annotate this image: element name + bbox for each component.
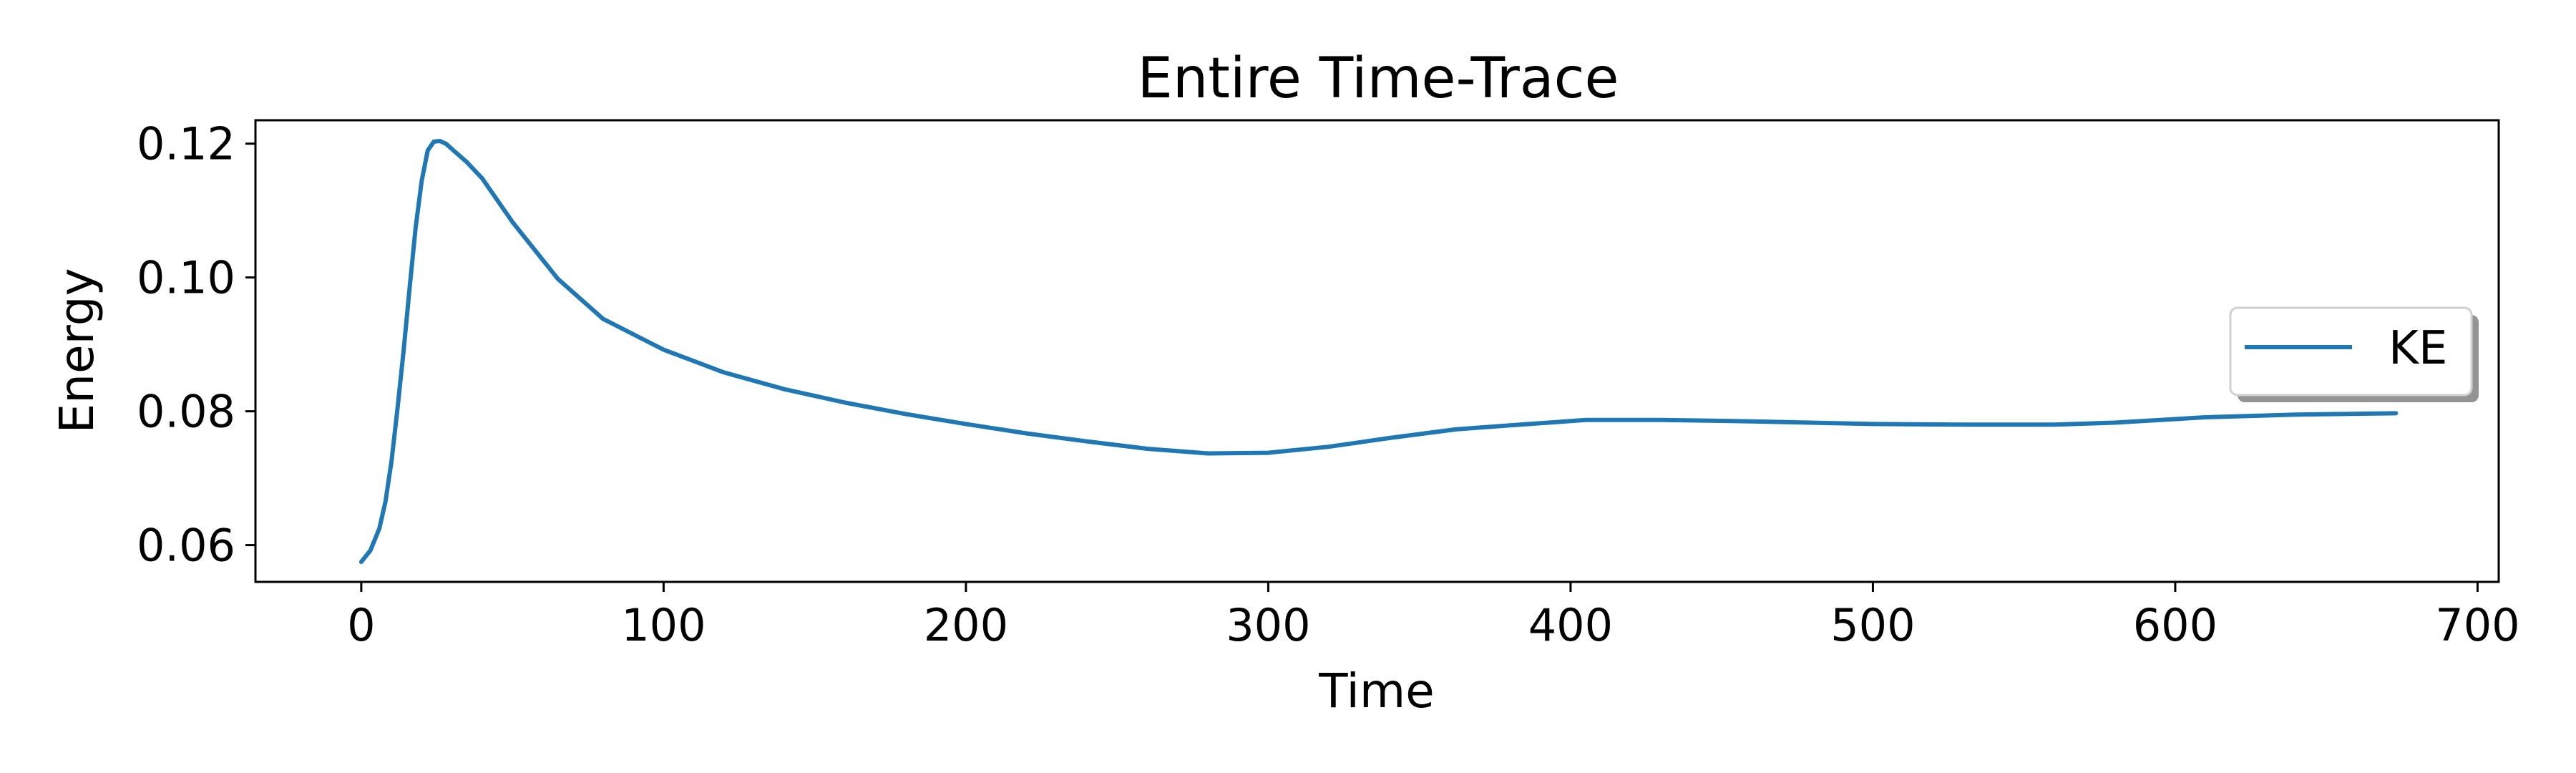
y-tick-label: 0.06 — [137, 520, 235, 572]
x-axis-label: Time — [1318, 663, 1435, 719]
x-tick-label: 300 — [1226, 599, 1310, 651]
x-tick-label: 200 — [924, 599, 1008, 651]
series-line-ke — [358, 139, 2399, 564]
x-tick-label: 100 — [621, 599, 706, 651]
x-tick-label: 0 — [347, 599, 375, 651]
chart-title: Entire Time-Trace — [1138, 47, 1619, 111]
legend: KE — [2229, 306, 2479, 402]
y-tick-label: 0.12 — [137, 118, 235, 170]
legend-label-ke: KE — [2389, 322, 2447, 375]
y-tick-label: 0.10 — [137, 252, 235, 304]
x-tick-label: 700 — [2435, 599, 2519, 651]
x-tick-label: 600 — [2133, 599, 2218, 651]
y-tick-label: 0.08 — [137, 386, 235, 438]
x-tick-label: 500 — [1830, 599, 1915, 651]
y-axis-label: Energy — [49, 268, 104, 433]
plot-frame — [254, 119, 2500, 583]
x-tick-label: 400 — [1528, 599, 1613, 651]
legend-box — [2229, 306, 2473, 397]
